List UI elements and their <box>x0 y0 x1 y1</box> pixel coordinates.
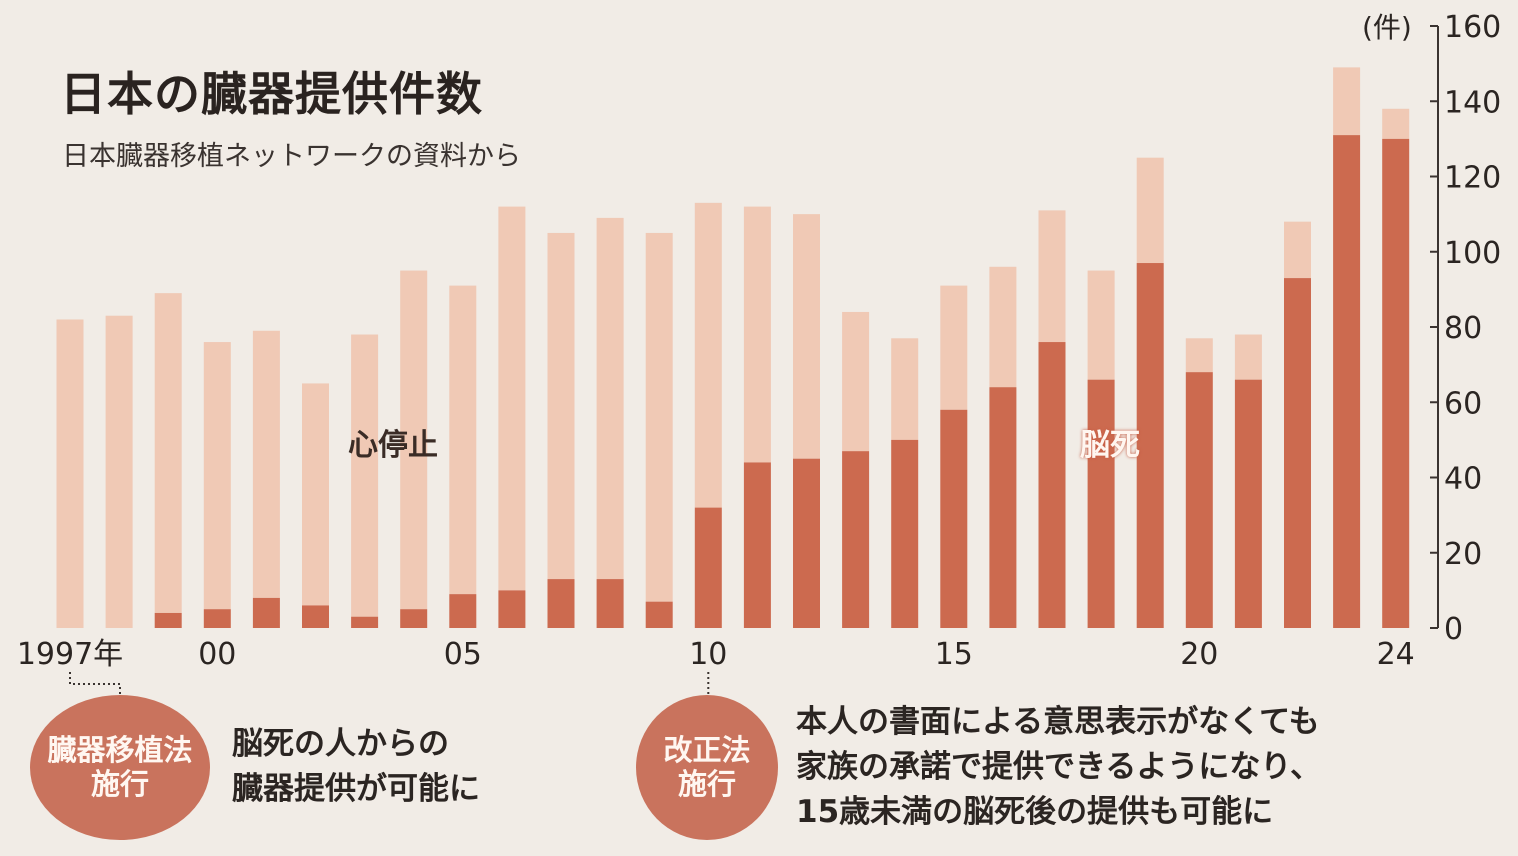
note-line: 本人の書面による意思表示がなくても <box>796 704 1320 740</box>
bar-brain-death <box>596 579 624 628</box>
note-line: 脳死の人からの <box>232 726 449 762</box>
note-line: 家族の承諾で提供できるようになり、 <box>796 748 1322 785</box>
x-tick-label: 20 <box>1180 637 1218 672</box>
bar-brain-death <box>154 612 182 628</box>
bar-cardiac <box>105 315 133 628</box>
bar-cardiac <box>1038 210 1066 343</box>
bar-cardiac <box>547 232 575 580</box>
bar-brain-death <box>940 409 968 628</box>
bar-cardiac <box>596 217 624 580</box>
badge-line: 臓器移植法 <box>47 733 193 768</box>
bar-cardiac <box>1136 157 1164 264</box>
bar-cardiac <box>302 383 329 606</box>
bar-cardiac <box>400 270 428 610</box>
bar-cardiac <box>940 285 968 410</box>
y-tick-label: 0 <box>1444 612 1463 647</box>
bar-cardiac <box>842 311 870 452</box>
note-line: 15歳未満の脳死後の提供も可能に <box>796 793 1274 830</box>
bar-brain-death <box>1136 263 1164 628</box>
bar-brain-death <box>1185 372 1213 628</box>
x-tick-label: 00 <box>198 637 236 672</box>
bar-cardiac <box>793 214 820 459</box>
y-tick-label: 20 <box>1444 537 1482 572</box>
bars-layer <box>56 67 1410 629</box>
cardiac-arrest-label: 心停止 <box>348 428 438 463</box>
bar-brain-death <box>1038 342 1066 628</box>
bar-cardiac <box>1087 270 1115 380</box>
bar-brain-death <box>1284 278 1311 628</box>
bar-cardiac <box>645 232 673 602</box>
bar-brain-death <box>842 451 870 628</box>
badge-line: 施行 <box>90 766 149 801</box>
y-tick-label: 80 <box>1444 311 1482 346</box>
y-tick-label: 160 <box>1444 10 1501 45</box>
transplant-law-badge: 臓器移植法 施行 <box>30 695 210 840</box>
bar-brain-death <box>1333 135 1361 629</box>
bar-cardiac <box>694 202 722 508</box>
bar-cardiac <box>1382 108 1410 139</box>
note-line: 臓器提供が可能に <box>232 770 480 807</box>
x-tick-label: 10 <box>689 637 727 672</box>
bar-brain-death <box>891 439 919 628</box>
bar-brain-death <box>400 609 428 628</box>
y-tick-label: 100 <box>1444 236 1501 271</box>
bar-brain-death <box>793 458 820 628</box>
bar-brain-death <box>1382 138 1410 628</box>
y-tick-label: 60 <box>1444 386 1482 421</box>
bar-cardiac <box>891 338 919 440</box>
bar-brain-death <box>645 601 673 628</box>
revised-law-note: 本人の書面による意思表示がなくても 家族の承諾で提供できるようになり、 15歳未… <box>796 700 1321 835</box>
y-tick-label: 40 <box>1444 462 1482 497</box>
bar-brain-death <box>547 579 575 628</box>
bar-brain-death <box>1087 379 1115 628</box>
bar-brain-death <box>203 609 231 628</box>
bar-cardiac <box>1185 338 1213 373</box>
bar-cardiac <box>449 285 477 595</box>
bar-cardiac <box>203 342 231 610</box>
bar-cardiac <box>252 330 280 598</box>
bar-cardiac <box>1234 334 1262 380</box>
annotation-connectors <box>69 672 710 696</box>
x-tick-label: 05 <box>444 637 482 672</box>
bar-cardiac <box>743 206 771 463</box>
bar-brain-death <box>351 616 379 628</box>
x-tick-label: 15 <box>935 637 973 672</box>
bar-cardiac <box>498 206 526 591</box>
badge-line: 施行 <box>677 766 736 801</box>
x-axis: 1997年 00 05 10 15 20 24 <box>17 637 1415 672</box>
bar-cardiac <box>989 266 1017 388</box>
connector-1997 <box>69 672 121 696</box>
bar-brain-death <box>694 507 722 628</box>
bar-brain-death <box>449 594 477 628</box>
revised-law-badge: 改正法 施行 <box>636 695 778 840</box>
bar-cardiac <box>56 319 84 628</box>
bar-brain-death <box>989 387 1017 628</box>
bar-cardiac <box>1284 221 1311 279</box>
brain-death-label: 脳死 <box>1080 428 1140 463</box>
y-tick-label: 120 <box>1444 161 1501 196</box>
x-tick-label: 24 <box>1377 637 1415 672</box>
bar-cardiac <box>351 334 379 617</box>
bar-brain-death <box>498 590 526 628</box>
bar-brain-death <box>302 605 329 628</box>
bar-brain-death <box>1234 379 1262 628</box>
x-tick-label: 1997年 <box>17 637 123 672</box>
bar-cardiac <box>154 293 182 613</box>
bar-cardiac <box>1333 67 1361 136</box>
chart-title: 日本の臓器提供件数 <box>60 67 483 121</box>
chart-subtitle: 日本臓器移植ネットワークの資料から <box>62 141 521 172</box>
y-axis-unit-label: (件) <box>1362 11 1412 44</box>
badge-line: 改正法 <box>663 733 751 768</box>
y-tick-label: 140 <box>1444 85 1501 120</box>
bar-brain-death <box>743 462 771 628</box>
y-axis: 0 20 40 60 80 100 120 140 160 <box>1430 10 1501 647</box>
transplant-law-note: 脳死の人からの 臓器提供が可能に <box>232 722 480 812</box>
bar-brain-death <box>252 597 280 628</box>
